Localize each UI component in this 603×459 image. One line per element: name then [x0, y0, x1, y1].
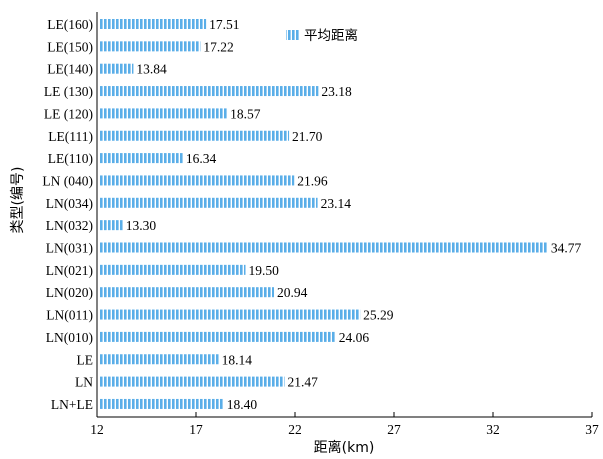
category-label: LN(034): [46, 196, 93, 211]
value-label: 21.70: [292, 129, 323, 144]
bar: [100, 376, 285, 387]
y-axis-title: 类型(编号): [10, 167, 26, 234]
x-tick-label: 32: [486, 422, 500, 437]
category-label: LE(140): [47, 62, 93, 77]
bar: [100, 63, 134, 74]
bar: [100, 130, 290, 141]
category-label: LE(111): [48, 129, 93, 144]
x-tick-label: 17: [189, 422, 203, 437]
bar: [100, 19, 207, 29]
bar: [100, 242, 548, 253]
value-label: 34.77: [551, 241, 582, 256]
bar: [100, 175, 295, 186]
bars: [100, 19, 548, 409]
bar: [100, 287, 275, 298]
category-label: LN(011): [46, 308, 93, 323]
bar: [100, 331, 336, 342]
value-label: 17.22: [203, 39, 233, 54]
category-label: LN(010): [46, 330, 93, 345]
category-label: LE (130): [44, 84, 93, 99]
value-label: 17.51: [209, 17, 239, 32]
value-label: 18.14: [222, 352, 253, 367]
bar: [100, 220, 123, 231]
category-label: LE(110): [48, 151, 93, 166]
category-label: LE(160): [47, 17, 93, 32]
labels: LE(160) 17.51 LE(150) 17.22 LE(140) 13.84 LE (…: [42, 17, 581, 412]
legend: 平均距离: [286, 27, 358, 44]
x-tick-label: 27: [387, 422, 401, 437]
value-label: 13.30: [126, 218, 157, 233]
value-label: 18.57: [230, 106, 261, 121]
bar: [100, 86, 319, 97]
value-label: 21.47: [288, 375, 319, 390]
bar: [100, 41, 201, 52]
category-label: LN(021): [46, 263, 93, 278]
value-label: 25.29: [363, 308, 394, 323]
category-label: LN (040): [42, 173, 93, 188]
bar: [100, 398, 224, 409]
x-ticks: 12 17 22 27 32 37: [90, 412, 599, 437]
bar: [100, 309, 361, 320]
category-label: LN: [75, 375, 93, 390]
category-label: LE(150): [47, 39, 93, 54]
category-label: LE: [77, 352, 94, 367]
legend-label: 平均距离: [304, 27, 358, 44]
legend-swatch: [286, 30, 300, 40]
value-label: 18.40: [227, 397, 258, 412]
value-label: 23.18: [321, 84, 352, 99]
bar: [100, 153, 183, 164]
x-tick-label: 22: [288, 422, 302, 437]
x-tick-label: 12: [90, 422, 104, 437]
value-label: 21.96: [297, 173, 328, 188]
value-label: 19.50: [249, 263, 280, 278]
x-tick-label: 37: [585, 422, 599, 437]
value-label: 24.06: [339, 330, 370, 345]
category-label: LE (120): [44, 106, 93, 121]
bar: [100, 354, 219, 365]
category-label: LN(031): [46, 241, 93, 256]
value-label: 20.94: [277, 285, 308, 300]
category-label: LN(032): [46, 218, 93, 233]
value-label: 23.14: [321, 196, 352, 211]
value-label: 13.84: [136, 62, 167, 77]
x-axis-title: 距离(km): [314, 439, 375, 456]
category-label: LN(020): [46, 285, 93, 300]
bar: [100, 108, 228, 119]
bar: [100, 264, 246, 275]
category-label: LN+LE: [51, 397, 93, 412]
bar: [100, 197, 318, 208]
value-label: 16.34: [186, 151, 217, 166]
